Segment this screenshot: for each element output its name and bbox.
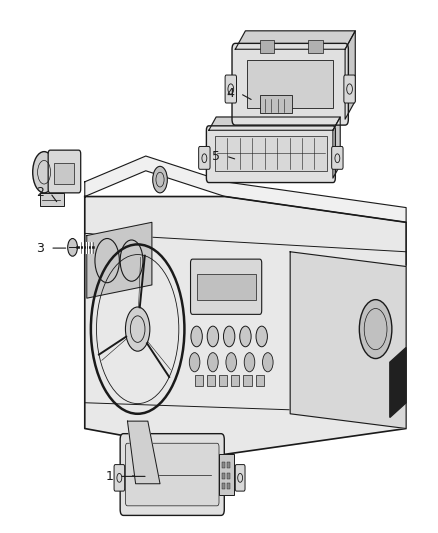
Circle shape — [191, 326, 202, 347]
Circle shape — [189, 353, 200, 372]
Polygon shape — [85, 197, 406, 454]
Bar — [194, 375, 203, 386]
Bar — [40, 193, 64, 206]
Polygon shape — [87, 222, 152, 298]
Text: 4: 4 — [226, 87, 234, 100]
Circle shape — [256, 326, 268, 347]
Bar — [227, 483, 230, 489]
Polygon shape — [235, 31, 355, 49]
FancyBboxPatch shape — [48, 150, 81, 193]
Bar — [260, 39, 274, 53]
Bar — [247, 60, 333, 108]
Bar — [227, 473, 230, 479]
FancyBboxPatch shape — [232, 43, 348, 125]
Bar — [244, 375, 251, 386]
FancyBboxPatch shape — [235, 465, 245, 491]
Bar — [227, 463, 230, 469]
Bar — [256, 375, 264, 386]
Bar — [231, 375, 239, 386]
Bar — [260, 95, 292, 114]
Polygon shape — [345, 31, 355, 119]
Bar — [207, 375, 215, 386]
Circle shape — [125, 307, 150, 351]
Circle shape — [240, 326, 251, 347]
Bar — [222, 463, 225, 469]
Bar — [215, 136, 327, 171]
Circle shape — [359, 300, 392, 359]
Circle shape — [223, 326, 235, 347]
Polygon shape — [390, 348, 406, 417]
Bar — [219, 454, 234, 495]
Circle shape — [68, 238, 78, 256]
FancyBboxPatch shape — [125, 443, 219, 506]
FancyBboxPatch shape — [199, 147, 210, 169]
Polygon shape — [85, 156, 406, 222]
FancyBboxPatch shape — [206, 126, 336, 182]
FancyBboxPatch shape — [225, 75, 237, 103]
FancyBboxPatch shape — [114, 465, 125, 491]
FancyBboxPatch shape — [120, 434, 224, 515]
Polygon shape — [333, 117, 340, 178]
Bar — [219, 375, 227, 386]
Circle shape — [244, 353, 255, 372]
Text: 5: 5 — [212, 150, 220, 163]
Circle shape — [226, 353, 237, 372]
Polygon shape — [127, 421, 160, 484]
Text: 1: 1 — [105, 470, 113, 483]
Circle shape — [207, 326, 219, 347]
Circle shape — [262, 353, 273, 372]
Bar — [222, 473, 225, 479]
Bar — [54, 164, 74, 184]
Bar — [222, 483, 225, 489]
Bar — [197, 274, 256, 300]
Text: 2: 2 — [36, 187, 44, 199]
FancyBboxPatch shape — [332, 147, 343, 169]
Polygon shape — [209, 117, 340, 130]
Circle shape — [33, 151, 56, 193]
Circle shape — [208, 353, 218, 372]
Bar — [308, 39, 323, 53]
FancyBboxPatch shape — [191, 259, 262, 314]
Circle shape — [153, 166, 167, 193]
Polygon shape — [290, 252, 406, 429]
FancyBboxPatch shape — [344, 75, 355, 103]
Text: 3: 3 — [36, 241, 44, 255]
